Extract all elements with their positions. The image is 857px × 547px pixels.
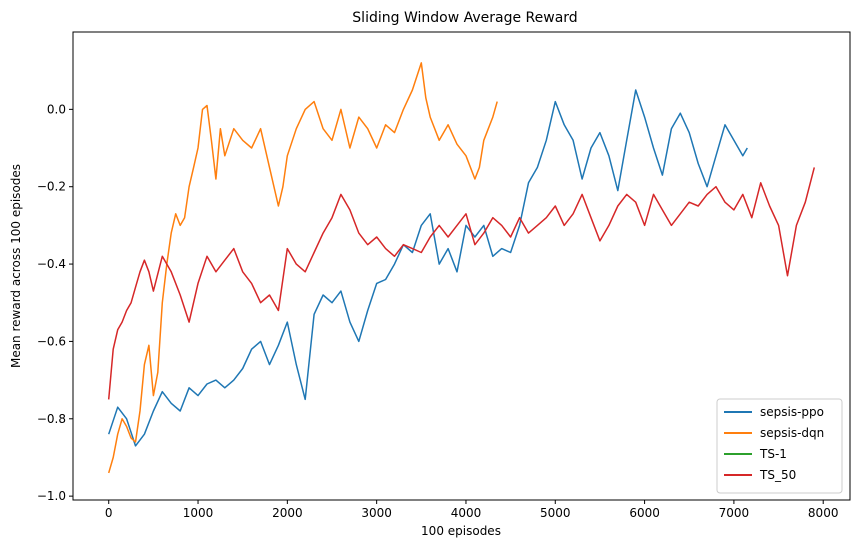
chart-title: Sliding Window Average Reward [352,10,577,26]
series-line-TS_50 [107,167,816,400]
x-tick-label: 5000 [540,506,571,520]
legend-label-TS_50: TS_50 [759,468,796,482]
x-tick-label: 0 [105,506,113,520]
x-tick-label: 4000 [451,506,482,520]
plot-frame [72,31,851,501]
legend-label-TS-1: TS-1 [759,447,787,461]
x-tick-label: 3000 [361,506,392,520]
x-tick-label: 7000 [719,506,750,520]
y-tick-label: −0.8 [37,412,66,426]
legend: sepsis-ppo sepsis-dqn TS-1 TS_50 [716,398,843,494]
x-tick-label: 6000 [629,506,660,520]
y-tick-label: −0.4 [37,257,66,271]
series-line-sepsis-dqn [107,62,498,474]
series-layer [107,62,816,474]
legend-label-sepsis-dqn: sepsis-dqn [760,426,824,440]
x-tick-label: 8000 [808,506,839,520]
x-axis: 0 1000 2000 3000 4000 5000 6000 7000 8000 [105,500,839,520]
y-tick-label: −1.0 [37,489,66,503]
x-axis-label: 100 episodes [421,524,501,538]
x-tick-label: 2000 [272,506,303,520]
series-line-sepsis-ppo [107,89,748,447]
legend-frame [716,398,843,494]
x-tick-label: 1000 [183,506,214,520]
y-tick-label: 0.0 [47,102,66,116]
y-axis: −1.0 −0.8 −0.6 −0.4 −0.2 0.0 [37,102,73,503]
legend-label-sepsis-ppo: sepsis-ppo [760,405,824,419]
y-tick-label: −0.2 [37,180,66,194]
y-axis-label: Mean reward across 100 episodes [9,164,23,368]
y-tick-label: −0.6 [37,334,66,348]
